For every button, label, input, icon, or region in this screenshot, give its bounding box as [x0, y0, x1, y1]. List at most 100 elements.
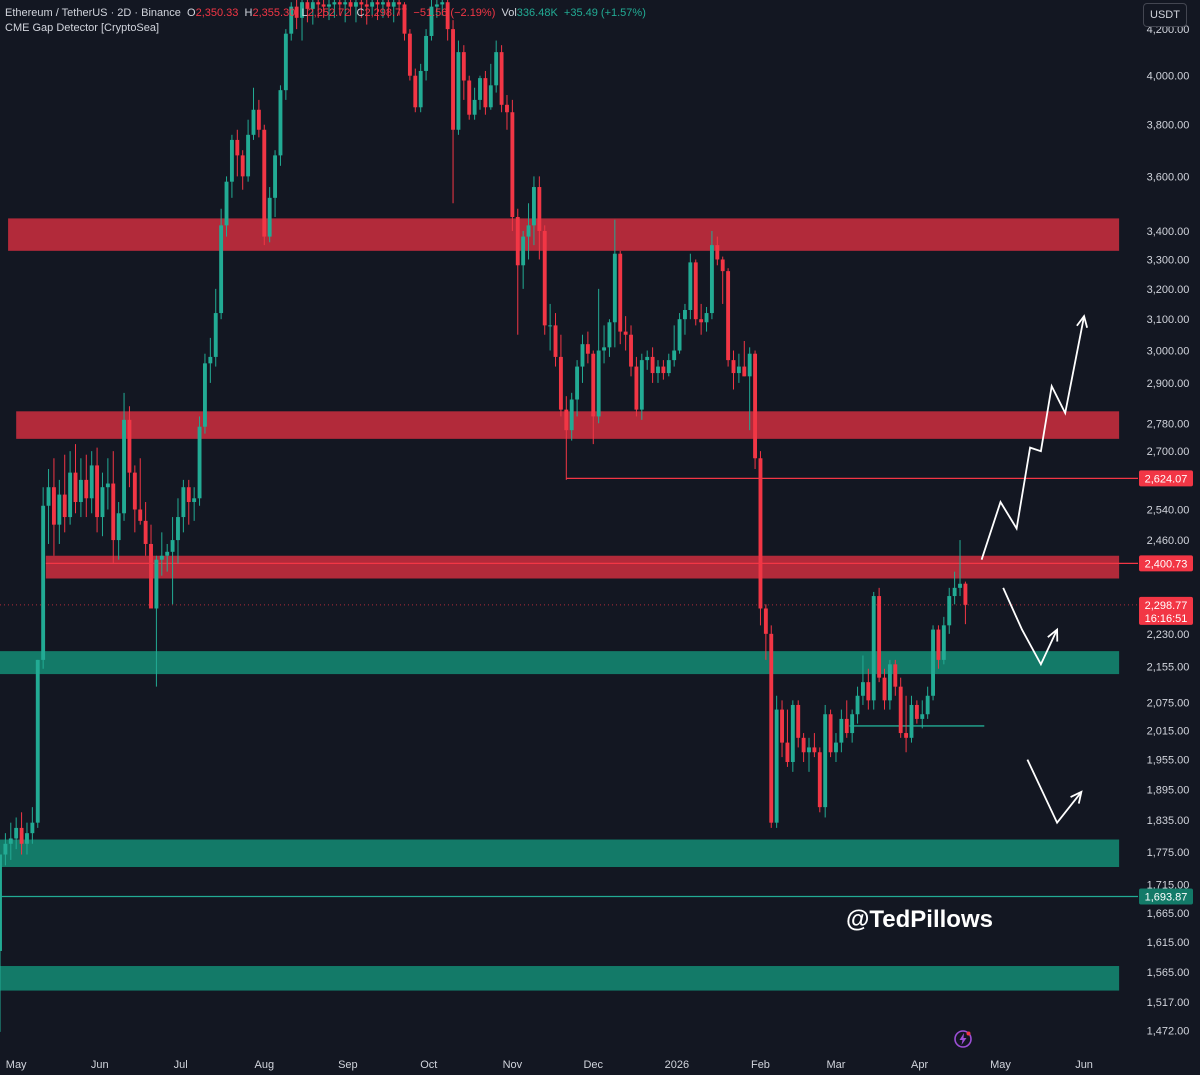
candle: [380, 0, 385, 18]
candle-body: [262, 129, 267, 237]
candle-body: [904, 733, 909, 738]
candle-body: [35, 659, 40, 823]
candle-body: [461, 52, 466, 81]
candle: [429, 0, 434, 41]
candle: [14, 817, 19, 850]
time-tick-label: Apr: [911, 1059, 928, 1071]
time-axis[interactable]: May Jun Jul Aug Sep Oct Nov Dec 2026 Feb Mar Apr May…: [6, 1059, 1093, 1071]
currency-unit-button[interactable]: USDT: [1143, 3, 1187, 27]
candle: [472, 87, 477, 120]
candle-body: [650, 356, 655, 374]
time-tick-label: Jul: [174, 1059, 188, 1071]
time-tick-label: Aug: [254, 1059, 274, 1071]
candle: [305, 0, 310, 23]
candle: [731, 350, 736, 390]
candle-body: [229, 139, 234, 182]
price-axis[interactable]: 4,200.00 4,000.00 3,800.00 3,600.00 3,400.00…: [1138, 0, 1200, 1075]
candle: [267, 187, 272, 243]
candle-body: [920, 714, 925, 719]
candle: [138, 458, 143, 525]
candle: [758, 451, 763, 626]
candle: [278, 85, 283, 166]
candle: [159, 532, 164, 576]
candle: [591, 350, 596, 445]
candle: [893, 659, 898, 696]
candle-body: [736, 366, 741, 374]
candle-body: [467, 80, 472, 115]
candle-body: [731, 360, 736, 374]
candle: [688, 253, 693, 320]
candle-body: [909, 704, 914, 738]
candle: [192, 487, 197, 521]
candle-body: [839, 718, 844, 743]
candle-body: [526, 225, 531, 237]
candle-body: [580, 344, 585, 367]
candle: [769, 625, 774, 828]
candle: [774, 695, 779, 828]
candle-body: [424, 35, 429, 71]
time-tick-label: 2026: [665, 1059, 689, 1071]
candle: [699, 303, 704, 335]
candle: [262, 124, 267, 246]
candle: [720, 256, 725, 304]
candle-body: [585, 344, 590, 354]
bolt-icon[interactable]: [953, 1029, 973, 1049]
candle-body: [488, 85, 493, 108]
candle-body: [46, 487, 51, 506]
price-tick-label: 1,517.00: [1147, 997, 1190, 1009]
candle-body: [542, 230, 547, 326]
candle-body: [537, 187, 542, 231]
candle: [499, 45, 504, 113]
candle: [871, 591, 876, 710]
candle: [370, 0, 375, 16]
candle-body: [947, 596, 952, 626]
resistance-zone-2400: [45, 555, 1120, 579]
candle: [348, 0, 353, 16]
candle: [726, 268, 731, 367]
retest-path-arrowhead: [1047, 627, 1059, 642]
price-tick-label: 1,665.00: [1147, 908, 1190, 920]
candle-body: [472, 99, 477, 115]
candle: [213, 288, 218, 367]
candle-body: [780, 709, 784, 743]
candle: [790, 700, 795, 772]
price-label-box: [1139, 596, 1193, 625]
candle: [143, 502, 148, 556]
candle: [461, 45, 466, 100]
candle-body: [785, 742, 790, 763]
candle-body: [747, 353, 752, 377]
price-tick-label: 1,835.00: [1147, 815, 1190, 827]
candle-body: [73, 472, 78, 503]
candle: [877, 587, 882, 683]
candle: [844, 700, 849, 738]
candle: [316, 0, 321, 18]
candle: [391, 0, 396, 23]
support-zone-1565: [0, 966, 1120, 991]
candle: [736, 353, 741, 383]
price-label-countdown: 16:16:51: [1145, 613, 1188, 625]
candle: [580, 334, 585, 383]
candle-body: [300, 2, 304, 18]
time-tick-label: Nov: [503, 1059, 523, 1071]
candle: [505, 95, 509, 130]
candle: [8, 822, 13, 860]
candle-body: [515, 217, 520, 266]
candle-body: [165, 551, 170, 556]
candle-body: [774, 709, 779, 823]
candle-body: [332, 2, 337, 5]
candle: [57, 479, 62, 544]
symbol-name[interactable]: Ethereum / TetherUS · 2D · Binance: [5, 7, 181, 19]
candle-body: [41, 505, 46, 660]
time-tick-label: Jun: [91, 1059, 109, 1071]
candle: [219, 208, 224, 320]
candle: [645, 350, 650, 370]
indicator-title[interactable]: CME Gap Detector [CryptoSea]: [5, 22, 160, 34]
candle-body: [14, 827, 19, 839]
candle: [111, 451, 116, 564]
time-tick-label: May: [990, 1059, 1011, 1071]
candle-body: [143, 520, 148, 544]
candle: [839, 709, 844, 753]
candle-body: [693, 262, 698, 320]
candle: [413, 68, 418, 113]
